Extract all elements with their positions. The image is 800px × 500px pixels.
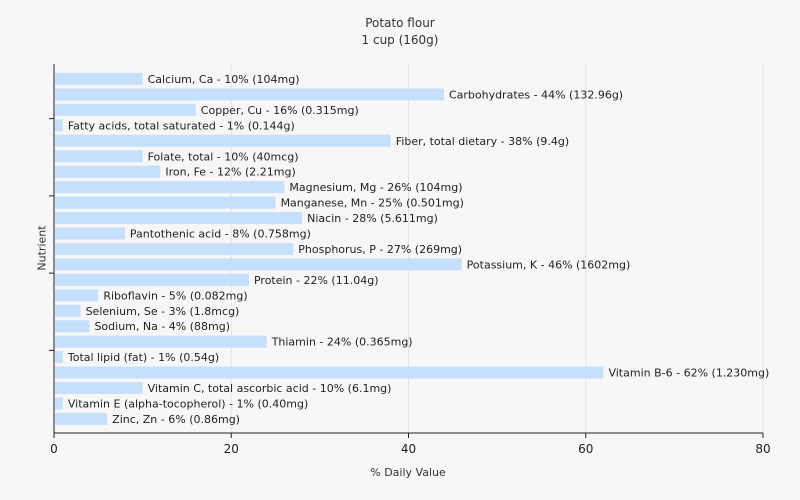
bar-label: Iron, Fe - 12% (2.21mg)	[165, 166, 295, 179]
y-axis-label: Nutrient	[35, 225, 49, 271]
chart-subtitle: 1 cup (160g)	[361, 33, 439, 47]
bar-label: Potassium, K - 46% (1602mg)	[467, 258, 631, 271]
bar-label: Magnesium, Mg - 26% (104mg)	[289, 181, 462, 194]
x-axis-label: % Daily Value	[370, 466, 446, 479]
x-tick-label: 0	[50, 442, 58, 456]
x-tick-label: 40	[401, 442, 416, 456]
bar	[55, 320, 90, 333]
bar	[55, 382, 143, 394]
bar	[55, 165, 161, 178]
bar	[55, 227, 125, 240]
x-tick-label: 20	[224, 442, 239, 456]
bar-label: Carbohydrates - 44% (132.96g)	[449, 88, 623, 101]
bar-label: Niacin - 28% (5.611mg)	[307, 212, 438, 225]
bar-label: Selenium, Se - 3% (1.8mcg)	[86, 305, 240, 318]
bar	[55, 289, 99, 302]
bar	[55, 273, 249, 286]
x-tick-label: 80	[755, 442, 770, 456]
bar	[55, 258, 462, 271]
bar	[55, 134, 391, 147]
bar-label: Vitamin C, total ascorbic acid - 10% (6.…	[148, 382, 392, 395]
bar	[55, 212, 303, 225]
bar	[55, 73, 143, 85]
bar	[55, 397, 63, 410]
bar-label: Fatty acids, total saturated - 1% (0.144…	[68, 119, 295, 132]
bar	[55, 304, 81, 317]
bar-label: Vitamin E (alpha-tocopherol) - 1% (0.40m…	[68, 397, 308, 410]
bar	[55, 242, 294, 255]
bar	[55, 181, 285, 194]
chart-title: Potato flour	[365, 16, 435, 30]
bar-label: Zinc, Zn - 6% (0.86mg)	[112, 413, 240, 426]
bar-label: Protein - 22% (11.04g)	[254, 274, 379, 287]
bar-label: Sodium, Na - 4% (88mg)	[94, 320, 230, 333]
bar	[55, 196, 276, 209]
bar-label: Vitamin B-6 - 62% (1.230mg)	[608, 367, 769, 380]
bar	[55, 88, 444, 101]
bar	[55, 366, 604, 379]
bar-label: Total lipid (fat) - 1% (0.54g)	[67, 351, 219, 364]
bar	[55, 119, 63, 132]
bar-label: Copper, Cu - 16% (0.315mg)	[201, 104, 359, 117]
bar-label: Riboflavin - 5% (0.082mg)	[103, 289, 247, 302]
bar	[55, 335, 267, 348]
bar-label: Thiamin - 24% (0.365mg)	[271, 336, 413, 349]
bar-label: Calcium, Ca - 10% (104mg)	[148, 73, 300, 86]
bar	[55, 103, 196, 116]
bar	[55, 412, 108, 425]
bar-label: Pantothenic acid - 8% (0.758mg)	[130, 228, 311, 241]
bar	[55, 150, 143, 163]
bar-label: Fiber, total dietary - 38% (9.4g)	[396, 135, 569, 148]
x-tick-label: 60	[578, 442, 593, 456]
bar	[55, 351, 63, 364]
bar-label: Manganese, Mn - 25% (0.501mg)	[281, 197, 464, 210]
bar-label: Folate, total - 10% (40mcg)	[148, 150, 299, 163]
bar-label: Phosphorus, P - 27% (269mg)	[298, 243, 462, 256]
